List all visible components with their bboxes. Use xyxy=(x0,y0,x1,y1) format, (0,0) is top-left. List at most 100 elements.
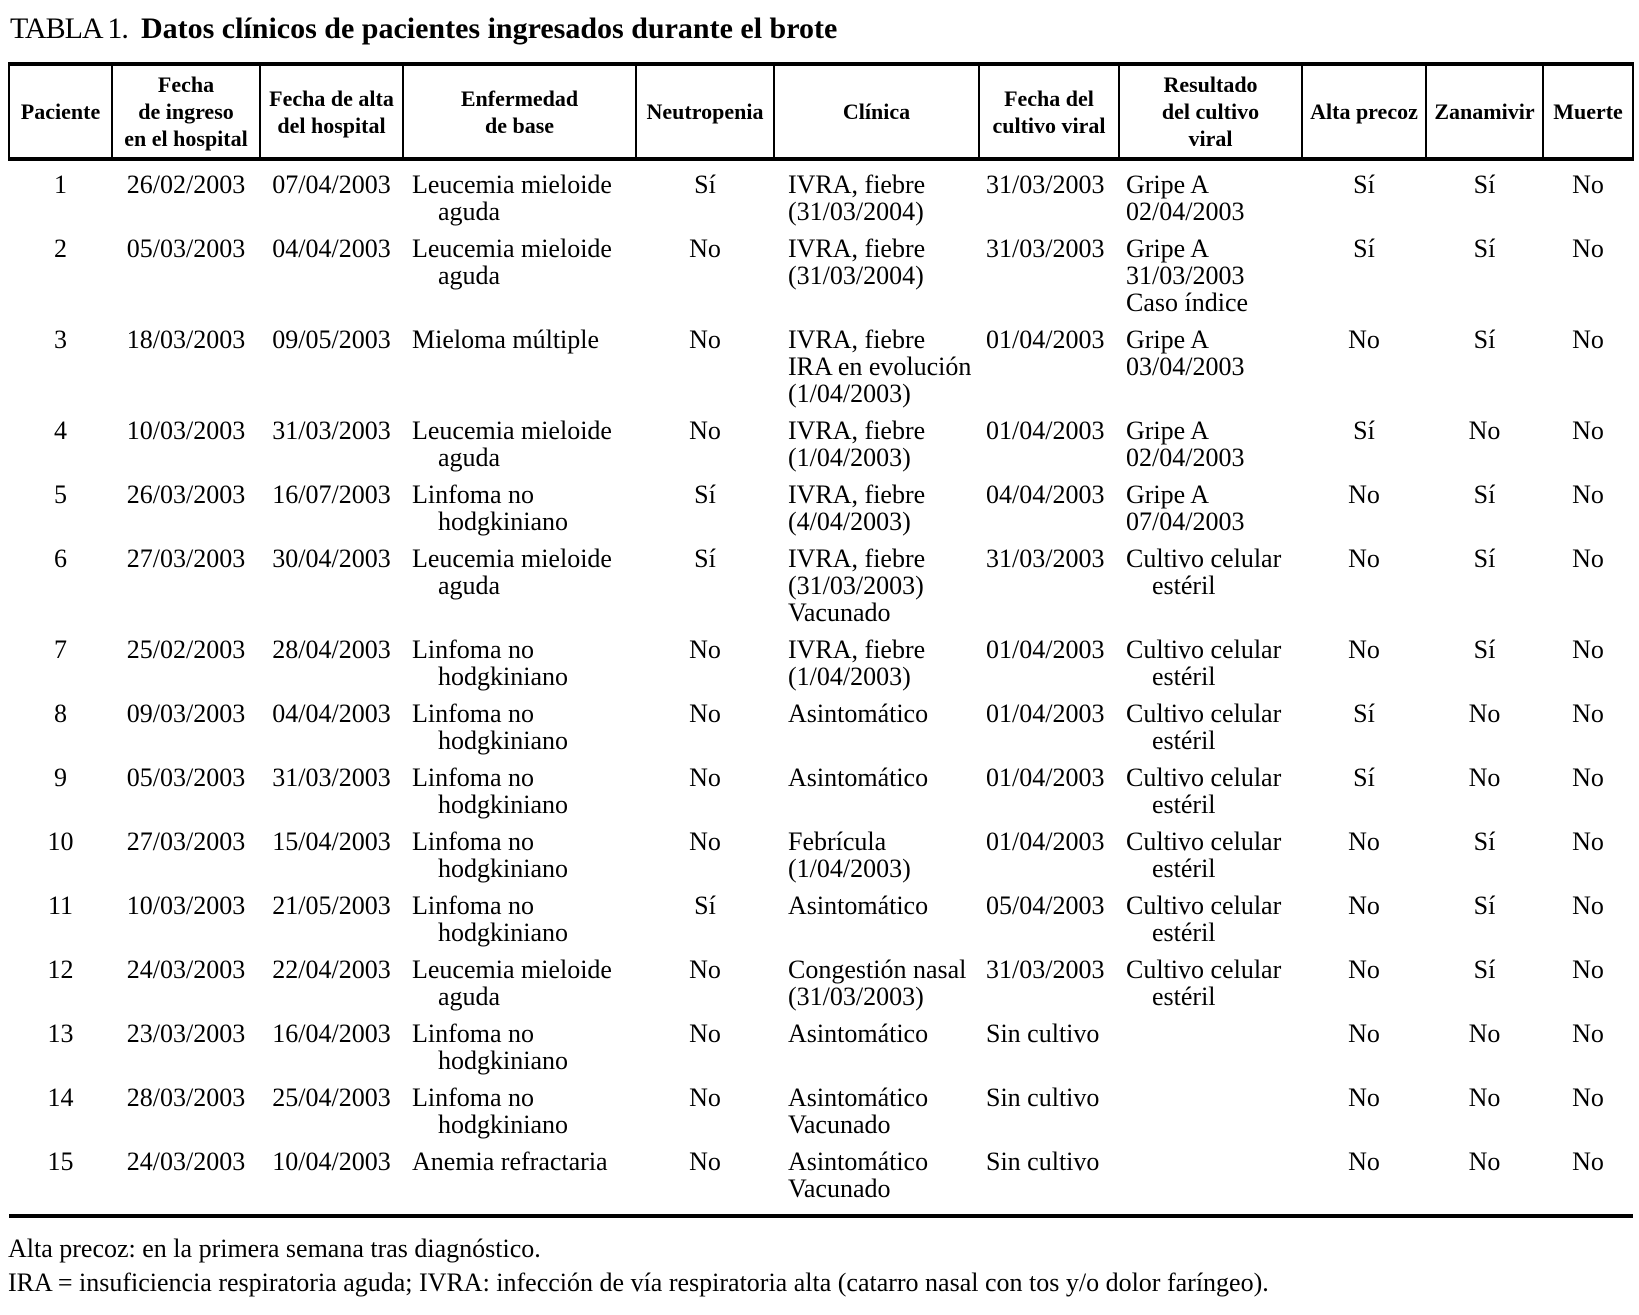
cell-alta_precoz: No xyxy=(1348,635,1380,664)
cell-fecha_alta: 07/04/2003 xyxy=(272,170,391,199)
cell-fecha_alta: 28/04/2003 xyxy=(272,635,391,664)
cell-enfermedad: Linfoma no hodgkiniano xyxy=(412,635,568,691)
cell-alta_precoz: No xyxy=(1348,544,1380,573)
cell-enfermedad: Linfoma no hodgkiniano xyxy=(412,480,568,536)
cell-neutropenia: No xyxy=(689,763,721,792)
cell-clinica: IVRA, fiebre (31/03/2004) xyxy=(788,170,926,226)
table-row: 5 26/03/2003 16/07/2003 Linfoma no hodgkini… xyxy=(9,475,1633,539)
cell-enfermedad: Leucemia mieloide aguda xyxy=(412,416,612,472)
cell-neutropenia: No xyxy=(636,1142,774,1218)
cell-muerte: No xyxy=(1572,325,1604,354)
table-title: TABLA 1. Datos clínicos de pacientes ingr… xyxy=(10,10,1639,48)
table-caption: Datos clínicos de pacientes ingresados d… xyxy=(140,12,838,45)
table-footnotes: Alta precoz: en la primera semana tras d… xyxy=(8,1232,1639,1300)
cell-fecha_alta: 16/07/2003 xyxy=(272,480,391,509)
cell-fecha_alta: 25/04/2003 xyxy=(272,1083,391,1112)
cell-fecha_alta: 10/04/2003 xyxy=(260,1142,403,1218)
table-label: TABLA 1. xyxy=(10,12,129,45)
cell-fecha_cultivo: 04/04/2003 xyxy=(986,480,1105,509)
header-muerte: Muerte xyxy=(1542,62,1634,161)
cell-clinica: Asintomático Vacunado xyxy=(774,1142,979,1218)
cell-fecha_cultivo: Sin cultivo xyxy=(986,1083,1100,1112)
cell-muerte: No xyxy=(1572,234,1604,263)
cell-muerte: No xyxy=(1543,1142,1633,1218)
cell-fecha_cultivo: Sin cultivo xyxy=(979,1142,1119,1218)
cell-fecha_alta: 31/03/2003 xyxy=(272,416,391,445)
cell-muerte: No xyxy=(1572,544,1604,573)
header-zanamivir: Zanamivir xyxy=(1425,62,1544,161)
clinical-data-table: Paciente Fecha de ingreso en el hospital F… xyxy=(8,62,1634,1218)
cell-enfermedad: Linfoma no hodgkiniano xyxy=(412,891,568,947)
cell-fecha_ingreso: 05/03/2003 xyxy=(126,763,246,792)
cell-fecha_cultivo: 31/03/2003 xyxy=(986,170,1105,199)
cell-fecha_cultivo: 01/04/2003 xyxy=(986,763,1105,792)
cell-alta_precoz: No xyxy=(1348,1019,1380,1048)
cell-zanamivir: Sí xyxy=(1473,325,1496,354)
cell-fecha_cultivo: 01/04/2003 xyxy=(986,827,1105,856)
cell-fecha_alta: 16/04/2003 xyxy=(272,1019,391,1048)
cell-muerte: No xyxy=(1572,827,1604,856)
table-row: 7 25/02/2003 28/04/2003 Linfoma no hodgkini… xyxy=(9,630,1633,694)
table-row: 11 10/03/2003 21/05/2003 Linfoma no hodgkin… xyxy=(9,886,1633,950)
table-row: 9 05/03/2003 31/03/2003 Linfoma no hodgkini… xyxy=(9,758,1633,822)
cell-paciente: 13 xyxy=(47,1019,74,1048)
cell-zanamivir: Sí xyxy=(1473,170,1496,199)
cell-fecha_ingreso: 10/03/2003 xyxy=(126,416,246,445)
cell-zanamivir: Sí xyxy=(1473,955,1496,984)
cell-muerte: No xyxy=(1572,955,1604,984)
cell-muerte: No xyxy=(1572,1083,1604,1112)
cell-alta_precoz: No xyxy=(1348,480,1380,509)
header-fecha_alta: Fecha de alta del hospital xyxy=(259,62,404,161)
cell-resultado: Cultivo celular estéril xyxy=(1126,544,1282,600)
cell-resultado: Gripe A 31/03/2003 Caso índice xyxy=(1126,234,1249,317)
cell-clinica: Asintomático xyxy=(788,1019,929,1048)
cell-zanamivir: No xyxy=(1468,699,1501,728)
cell-enfermedad: Leucemia mieloide aguda xyxy=(412,955,612,1011)
cell-enfermedad: Linfoma no hodgkiniano xyxy=(412,1083,568,1139)
cell-resultado: Gripe A 07/04/2003 xyxy=(1126,480,1245,536)
cell-fecha_ingreso: 23/03/2003 xyxy=(126,1019,246,1048)
cell-clinica: IVRA, fiebre (1/04/2003) xyxy=(788,635,926,691)
cell-paciente: 1 xyxy=(54,170,67,199)
cell-clinica: IVRA, fiebre (31/03/2003) Vacunado xyxy=(788,544,926,627)
cell-fecha_ingreso: 24/03/2003 xyxy=(126,955,246,984)
cell-paciente: 11 xyxy=(47,891,74,920)
cell-muerte: No xyxy=(1572,891,1604,920)
cell-zanamivir: Sí xyxy=(1473,891,1496,920)
cell-alta_precoz: No xyxy=(1348,955,1380,984)
cell-neutropenia: Sí xyxy=(694,170,716,199)
table-row: 4 10/03/2003 31/03/2003 Leucemia mieloide a… xyxy=(9,411,1633,475)
cell-enfermedad: Mieloma múltiple xyxy=(412,325,600,354)
cell-fecha_ingreso: 18/03/2003 xyxy=(126,325,246,354)
cell-zanamivir: No xyxy=(1468,1083,1501,1112)
cell-zanamivir: Sí xyxy=(1473,480,1496,509)
cell-neutropenia: Sí xyxy=(694,480,716,509)
cell-fecha_cultivo: 31/03/2003 xyxy=(986,544,1105,573)
cell-paciente: 5 xyxy=(54,480,67,509)
cell-alta_precoz: No xyxy=(1302,1142,1426,1218)
cell-paciente: 2 xyxy=(54,234,67,263)
cell-fecha_cultivo: 01/04/2003 xyxy=(986,416,1105,445)
cell-fecha_alta: 21/05/2003 xyxy=(272,891,391,920)
cell-resultado: Gripe A 03/04/2003 xyxy=(1126,325,1245,381)
cell-neutropenia: No xyxy=(689,1083,721,1112)
cell-resultado: Cultivo celular estéril xyxy=(1126,635,1282,691)
cell-clinica: Asintomático xyxy=(788,763,929,792)
cell-fecha_cultivo: 31/03/2003 xyxy=(986,234,1105,263)
cell-resultado: Cultivo celular estéril xyxy=(1126,955,1282,1011)
table-header-row: Paciente Fecha de ingreso en el hospital F… xyxy=(8,62,1634,161)
footnote-abbreviations: IRA = insuficiencia respiratoria aguda; … xyxy=(8,1268,1269,1297)
cell-zanamivir: No xyxy=(1468,763,1501,792)
cell-resultado: Cultivo celular estéril xyxy=(1126,699,1282,755)
cell-enfermedad: Leucemia mieloide aguda xyxy=(412,544,612,600)
cell-alta_precoz: No xyxy=(1348,891,1380,920)
header-paciente: Paciente xyxy=(8,62,113,161)
cell-muerte: No xyxy=(1572,416,1604,445)
cell-fecha_cultivo: 01/04/2003 xyxy=(986,325,1105,354)
cell-alta_precoz: No xyxy=(1348,325,1380,354)
cell-resultado xyxy=(1119,1142,1302,1218)
cell-fecha_ingreso: 10/03/2003 xyxy=(126,891,246,920)
cell-neutropenia: No xyxy=(689,955,721,984)
cell-fecha_ingreso: 05/03/2003 xyxy=(126,234,246,263)
